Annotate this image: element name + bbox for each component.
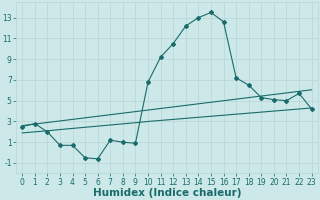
X-axis label: Humidex (Indice chaleur): Humidex (Indice chaleur) <box>93 188 241 198</box>
